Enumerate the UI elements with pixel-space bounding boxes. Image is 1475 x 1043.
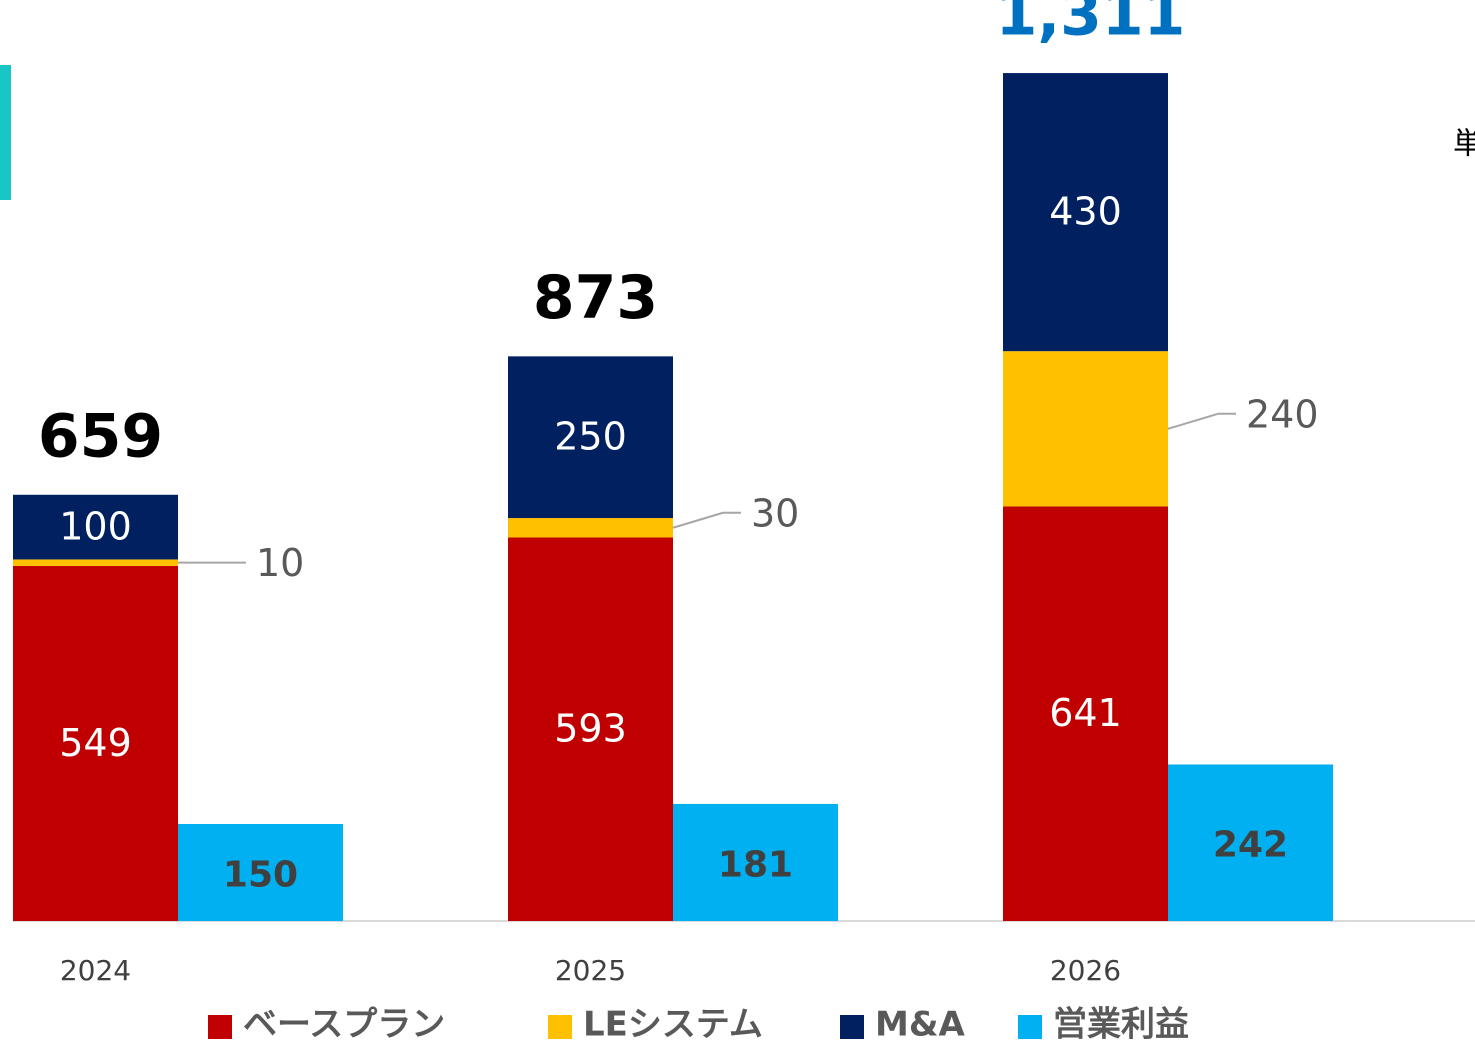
data-label: 242 bbox=[1213, 825, 1288, 866]
legend-swatch bbox=[840, 1015, 864, 1039]
profit-bar bbox=[673, 803, 838, 921]
bar-segment bbox=[13, 494, 178, 560]
data-label: 430 bbox=[1049, 190, 1122, 234]
data-label: 593 bbox=[554, 707, 627, 751]
x-tick-label: 2025 bbox=[555, 954, 626, 987]
profit-bar bbox=[178, 823, 343, 921]
bar-segment bbox=[13, 559, 178, 566]
legend-label: ベースプラン bbox=[243, 1005, 445, 1043]
data-label: 641 bbox=[1049, 691, 1122, 735]
data-label: 150 bbox=[223, 854, 298, 895]
bar-segment bbox=[508, 518, 673, 538]
bar-segment bbox=[508, 356, 673, 519]
total-label: 659 bbox=[38, 401, 163, 471]
total-label: 1,311 bbox=[996, 0, 1186, 50]
x-tick-label: 2024 bbox=[60, 954, 131, 987]
legend-swatch bbox=[548, 1015, 572, 1039]
data-label: 181 bbox=[718, 844, 793, 885]
accent-bar bbox=[0, 65, 11, 200]
legend-swatch bbox=[1018, 1015, 1042, 1039]
legend-label: 営業利益 bbox=[1053, 1005, 1189, 1043]
legend-label: M&A bbox=[875, 1005, 965, 1043]
data-label: 250 bbox=[554, 415, 627, 459]
data-label: 30 bbox=[751, 491, 799, 535]
total-label: 873 bbox=[533, 263, 658, 333]
data-label: 240 bbox=[1246, 392, 1319, 436]
bar-segment bbox=[1003, 73, 1168, 352]
data-label: 549 bbox=[59, 721, 132, 765]
legend-swatch bbox=[208, 1015, 232, 1039]
data-label: 10 bbox=[256, 541, 304, 585]
bar-segment bbox=[1003, 351, 1168, 507]
leader-line bbox=[672, 511, 724, 529]
data-label: 100 bbox=[59, 505, 132, 549]
unit-label: 単 bbox=[1453, 127, 1475, 162]
profit-bar bbox=[1168, 764, 1333, 921]
bar-segment bbox=[508, 537, 673, 921]
legend-label: LEシステム bbox=[583, 1005, 763, 1043]
x-tick-label: 2026 bbox=[1050, 954, 1121, 987]
bar-segment bbox=[1003, 506, 1168, 921]
leader-line bbox=[1167, 412, 1219, 430]
bar-segment bbox=[13, 565, 178, 921]
